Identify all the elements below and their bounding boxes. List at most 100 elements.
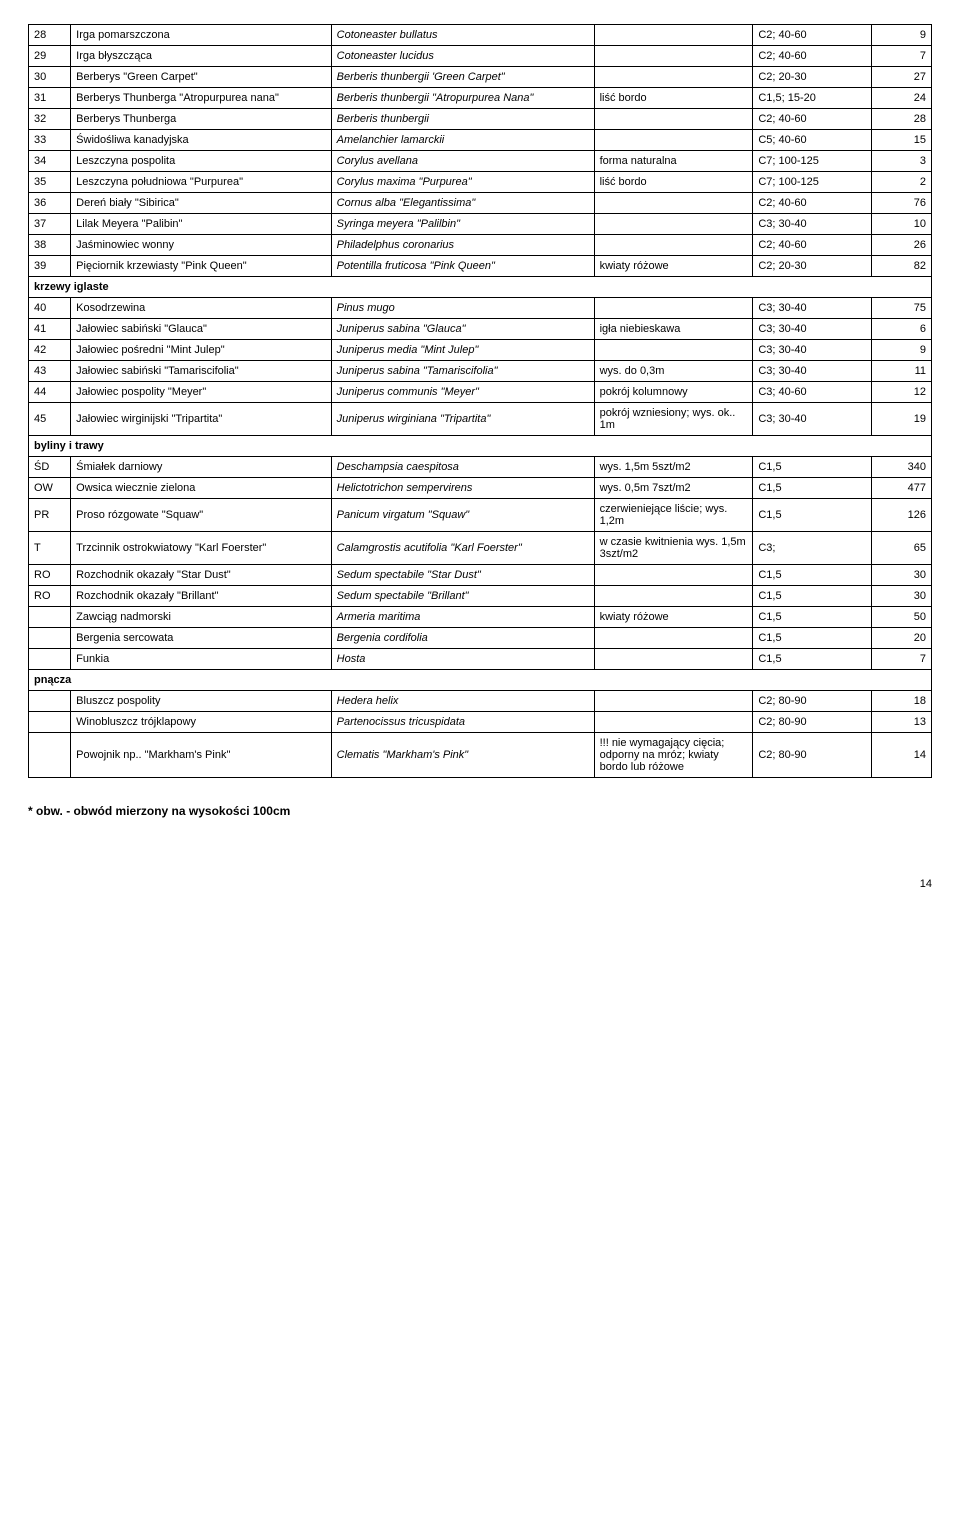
cell-note: kwiaty różowe	[594, 607, 753, 628]
cell-size: C3; 30-40	[753, 214, 872, 235]
cell-polish-name: Leszczyna południowa "Purpurea"	[71, 172, 331, 193]
cell-latin-name: Corylus maxima "Purpurea"	[331, 172, 594, 193]
cell-qty: 20	[872, 628, 932, 649]
cell-num	[29, 712, 71, 733]
cell-num: 32	[29, 109, 71, 130]
table-row: 31Berberys Thunberga "Atropurpurea nana"…	[29, 88, 932, 109]
cell-polish-name: Rozchodnik okazały "Star Dust"	[71, 565, 331, 586]
cell-note: liść bordo	[594, 88, 753, 109]
cell-polish-name: Jałowiec wirginijski "Tripartita"	[71, 403, 331, 436]
cell-size: C2; 40-60	[753, 235, 872, 256]
cell-qty: 12	[872, 382, 932, 403]
cell-size: C2; 40-60	[753, 46, 872, 67]
cell-num: RO	[29, 586, 71, 607]
plant-table: 28Irga pomarszczonaCotoneaster bullatusC…	[28, 24, 932, 778]
table-row: 39Pięciornik krzewiasty "Pink Queen"Pote…	[29, 256, 932, 277]
table-row: 36Dereń biały "Sibirica"Cornus alba "Ele…	[29, 193, 932, 214]
cell-size: C1,5	[753, 607, 872, 628]
cell-size: C3;	[753, 532, 872, 565]
cell-qty: 6	[872, 319, 932, 340]
cell-num: OW	[29, 478, 71, 499]
cell-size: C1,5	[753, 628, 872, 649]
cell-latin-name: Corylus avellana	[331, 151, 594, 172]
cell-latin-name: Philadelphus coronarius	[331, 235, 594, 256]
cell-note: liść bordo	[594, 172, 753, 193]
table-row: byliny i trawy	[29, 436, 932, 457]
cell-note: wys. do 0,3m	[594, 361, 753, 382]
cell-qty: 7	[872, 649, 932, 670]
cell-num: 38	[29, 235, 71, 256]
cell-polish-name: Trzcinnik ostrokwiatowy "Karl Foerster"	[71, 532, 331, 565]
cell-qty: 477	[872, 478, 932, 499]
cell-size: C1,5; 15-20	[753, 88, 872, 109]
cell-num: 42	[29, 340, 71, 361]
table-row: krzewy iglaste	[29, 277, 932, 298]
cell-polish-name: Kosodrzewina	[71, 298, 331, 319]
cell-qty: 9	[872, 340, 932, 361]
cell-qty: 76	[872, 193, 932, 214]
cell-polish-name: Berberys "Green Carpet"	[71, 67, 331, 88]
cell-num: 44	[29, 382, 71, 403]
cell-note	[594, 691, 753, 712]
cell-num: 33	[29, 130, 71, 151]
cell-latin-name: Deschampsia caespitosa	[331, 457, 594, 478]
cell-note: igła niebieskawa	[594, 319, 753, 340]
cell-note	[594, 298, 753, 319]
cell-latin-name: Syringa meyera "Palilbin"	[331, 214, 594, 235]
cell-qty: 13	[872, 712, 932, 733]
cell-size: C2; 40-60	[753, 193, 872, 214]
section-label: krzewy iglaste	[29, 277, 932, 298]
cell-size: C3; 30-40	[753, 319, 872, 340]
cell-size: C3; 30-40	[753, 340, 872, 361]
cell-polish-name: Zawciąg nadmorski	[71, 607, 331, 628]
cell-note	[594, 214, 753, 235]
cell-polish-name: Jałowiec sabiński "Glauca"	[71, 319, 331, 340]
cell-note	[594, 340, 753, 361]
cell-note: pokrój wzniesiony; wys. ok.. 1m	[594, 403, 753, 436]
cell-polish-name: Świdośliwa kanadyjska	[71, 130, 331, 151]
cell-note	[594, 67, 753, 88]
cell-latin-name: Juniperus sabina "Tamariscifolia"	[331, 361, 594, 382]
cell-num	[29, 649, 71, 670]
cell-note	[594, 628, 753, 649]
cell-qty: 126	[872, 499, 932, 532]
cell-num	[29, 607, 71, 628]
cell-latin-name: Juniperus communis "Meyer"	[331, 382, 594, 403]
cell-latin-name: Partenocissus tricuspidata	[331, 712, 594, 733]
cell-size: C1,5	[753, 499, 872, 532]
table-row: 35Leszczyna południowa "Purpurea"Corylus…	[29, 172, 932, 193]
cell-num: PR	[29, 499, 71, 532]
table-row: 29Irga błyszczącaCotoneaster lucidusC2; …	[29, 46, 932, 67]
cell-qty: 30	[872, 586, 932, 607]
cell-note: czerwieniejące liście; wys. 1,2m	[594, 499, 753, 532]
table-row: 45Jałowiec wirginijski "Tripartita"Junip…	[29, 403, 932, 436]
cell-num	[29, 733, 71, 778]
cell-qty: 18	[872, 691, 932, 712]
cell-size: C2; 80-90	[753, 691, 872, 712]
page-number: 14	[28, 878, 932, 890]
cell-qty: 11	[872, 361, 932, 382]
cell-num: 28	[29, 25, 71, 46]
cell-size: C3; 30-40	[753, 403, 872, 436]
cell-latin-name: Juniperus media "Mint Julep"	[331, 340, 594, 361]
cell-size: C3; 30-40	[753, 298, 872, 319]
table-row: RORozchodnik okazały "Star Dust"Sedum sp…	[29, 565, 932, 586]
table-row: 40KosodrzewinaPinus mugoC3; 30-4075	[29, 298, 932, 319]
cell-size: C3; 30-40	[753, 361, 872, 382]
cell-size: C1,5	[753, 457, 872, 478]
cell-size: C5; 40-60	[753, 130, 872, 151]
cell-num: 30	[29, 67, 71, 88]
cell-size: C1,5	[753, 478, 872, 499]
table-row: TTrzcinnik ostrokwiatowy "Karl Foerster"…	[29, 532, 932, 565]
cell-size: C2; 20-30	[753, 67, 872, 88]
cell-num: 43	[29, 361, 71, 382]
cell-size: C2; 20-30	[753, 256, 872, 277]
cell-latin-name: Berberis thunbergii "Atropurpurea Nana"	[331, 88, 594, 109]
table-row: 41Jałowiec sabiński "Glauca"Juniperus sa…	[29, 319, 932, 340]
cell-latin-name: Pinus mugo	[331, 298, 594, 319]
cell-polish-name: Berberys Thunberga	[71, 109, 331, 130]
cell-latin-name: Juniperus wirginiana "Tripartita"	[331, 403, 594, 436]
cell-latin-name: Juniperus sabina "Glauca"	[331, 319, 594, 340]
cell-num: 37	[29, 214, 71, 235]
cell-qty: 28	[872, 109, 932, 130]
